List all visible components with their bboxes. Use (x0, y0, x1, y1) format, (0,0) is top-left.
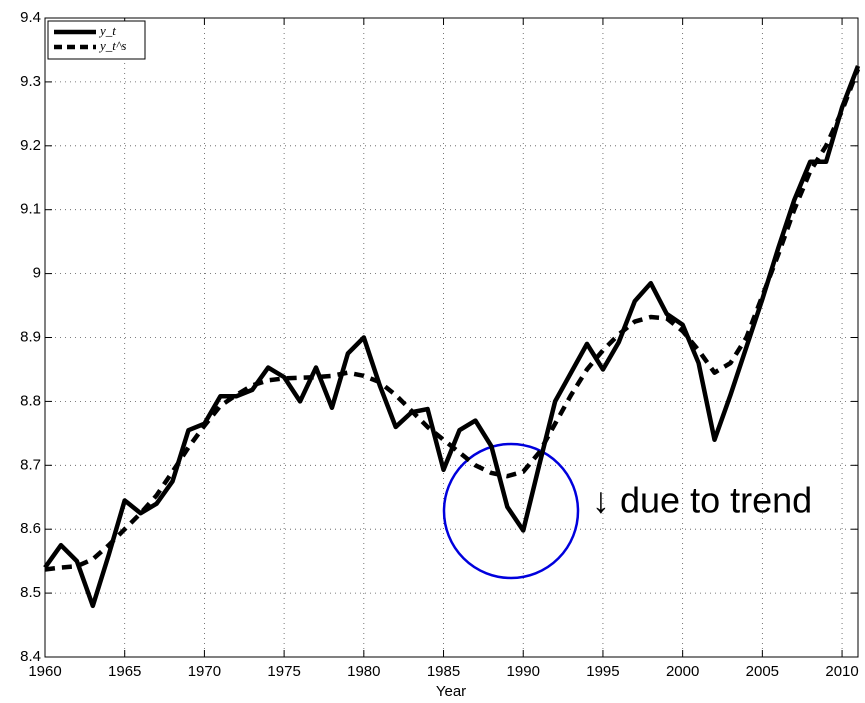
x-tick-label: 1960 (28, 663, 61, 680)
y-tick-label: 8.5 (20, 584, 41, 601)
line-series (43, 65, 861, 609)
y-tick-label: 8.8 (20, 392, 41, 409)
y-tick-label: 9.2 (20, 137, 41, 154)
x-tick-label: 2000 (666, 663, 699, 680)
y-tick-label: 8.9 (20, 328, 41, 345)
x-tick-label: 1995 (586, 663, 619, 680)
plot-frame (44, 17, 859, 658)
grid (44, 17, 858, 658)
x-tick-label: 1965 (108, 663, 141, 680)
y-tick-label: 8.7 (20, 456, 41, 473)
y-tick-label: 8.4 (20, 648, 41, 665)
legend-label: y_t (98, 23, 116, 38)
x-tick-label: 1990 (507, 663, 540, 680)
x-axis-label: Year (436, 683, 466, 700)
y-tick-label: 9.4 (20, 9, 41, 26)
line-series (44, 68, 861, 572)
x-tick-label: 2005 (746, 663, 779, 680)
y-tick-label: 9.3 (20, 73, 41, 90)
y-tick-label: 9 (33, 265, 41, 282)
highlight-circle (442, 442, 580, 580)
annotation: ↓ due to trend (592, 480, 812, 521)
y-tick-label: 9.1 (20, 201, 41, 218)
y-tick-label: 8.6 (20, 520, 41, 537)
x-tick-label: 1975 (267, 663, 300, 680)
x-tick-label: 2010 (825, 663, 858, 680)
legend-label: y_t^s (98, 38, 126, 53)
x-tick-label: 1980 (347, 663, 380, 680)
x-tick-label: 1970 (188, 663, 221, 680)
legend-box (47, 20, 146, 60)
x-tick-label: 1985 (427, 663, 460, 680)
